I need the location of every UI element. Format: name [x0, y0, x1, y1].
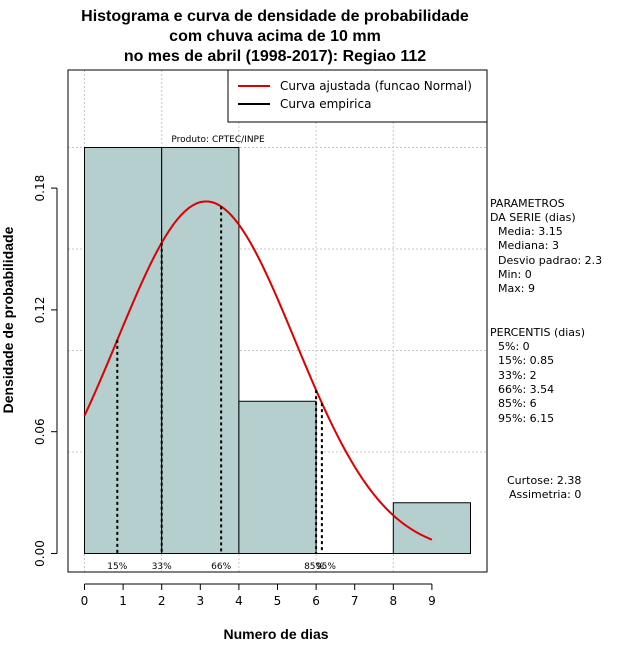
percentil-33: 33%: 2	[498, 369, 537, 382]
x-tick-label: 4	[235, 594, 243, 608]
x-tick-label: 1	[119, 594, 127, 608]
histogram-bar-2-4	[161, 147, 240, 554]
percentile-label-66: 66%	[211, 562, 231, 572]
percentil-15: 15%: 0.85	[498, 354, 554, 367]
percentile-label-33: 33%	[152, 562, 172, 572]
parametros-title-2: DA SERIE (dias)	[490, 211, 576, 224]
y-axis-title: Densidade de probabilidade	[0, 226, 16, 413]
assimetria-label: Assimetria: 0	[509, 488, 581, 501]
histogram-bar-0-2	[84, 147, 163, 554]
percentil-5: 5%: 0	[498, 340, 530, 353]
percentil-95: 95%: 6.15	[498, 412, 554, 425]
histogram-bar-8-10	[392, 502, 471, 554]
y-tick-label: 0.12	[33, 297, 47, 324]
credit-label: Produto: CPTEC/INPE	[171, 135, 265, 145]
normal-fit-curve	[83, 200, 433, 541]
percentile-label-15: 15%	[107, 562, 127, 572]
histogram-bars	[84, 147, 471, 554]
chart-title-line-1: Histograma e curva de densidade de proba…	[81, 8, 469, 25]
chart-title-line-3: no mes de abril (1998-2017): Regiao 112	[124, 48, 426, 65]
y-tick-label: 0.06	[33, 418, 47, 445]
percentil-85: 85%: 6	[498, 397, 537, 410]
percentile-lines: 15% 33% 66% 85%95%	[107, 206, 336, 572]
x-tick-label: 6	[312, 594, 320, 608]
parametros-title-1: PARAMETROS	[490, 197, 565, 210]
x-tick-label: 0	[81, 594, 89, 608]
percentile-label-95: 95%	[316, 562, 336, 572]
parametro-mediana: Mediana: 3	[498, 239, 559, 252]
y-tick-label: 0.18	[33, 175, 47, 202]
x-tick-label: 5	[274, 594, 282, 608]
parametro-max: Max: 9	[498, 282, 535, 295]
histogram-bar-4-6	[238, 400, 317, 554]
x-tick-label: 2	[158, 594, 166, 608]
normal-curve	[83, 200, 433, 541]
legend-label-empirical: Curva empirica	[280, 97, 371, 111]
y-axis: 0.00 0.06 0.12 0.18	[33, 175, 58, 567]
x-axis-title: Numero de dias	[223, 626, 328, 642]
legend: Curva ajustada (funcao Normal) Curva emp…	[227, 69, 488, 123]
side-panel: PARAMETROS DA SERIE (dias) Media: 3.15 M…	[490, 197, 602, 501]
parametro-min: Min: 0	[498, 268, 532, 281]
parametro-media: Media: 3.15	[498, 225, 563, 238]
x-tick-label: 3	[196, 594, 204, 608]
y-tick-label: 0.00	[33, 540, 47, 567]
parametro-desvio: Desvio padrao: 2.3	[498, 254, 602, 267]
legend-box	[227, 69, 488, 123]
x-axis: 0 1 2 3 4 5 6 7 8 9	[81, 583, 436, 608]
legend-label-fit: Curva ajustada (funcao Normal)	[280, 79, 472, 93]
chart-title-line-2: com chuva acima de 10 mm	[169, 28, 381, 45]
x-tick-label: 9	[428, 594, 436, 608]
x-tick-label: 8	[389, 594, 397, 608]
percentile-label-85: 85%	[304, 562, 324, 572]
x-tick-label: 7	[351, 594, 359, 608]
percentis-title: PERCENTIS (dias)	[490, 326, 585, 339]
percentil-66: 66%: 3.54	[498, 383, 554, 396]
curtose-label: Curtose: 2.38	[507, 474, 581, 487]
